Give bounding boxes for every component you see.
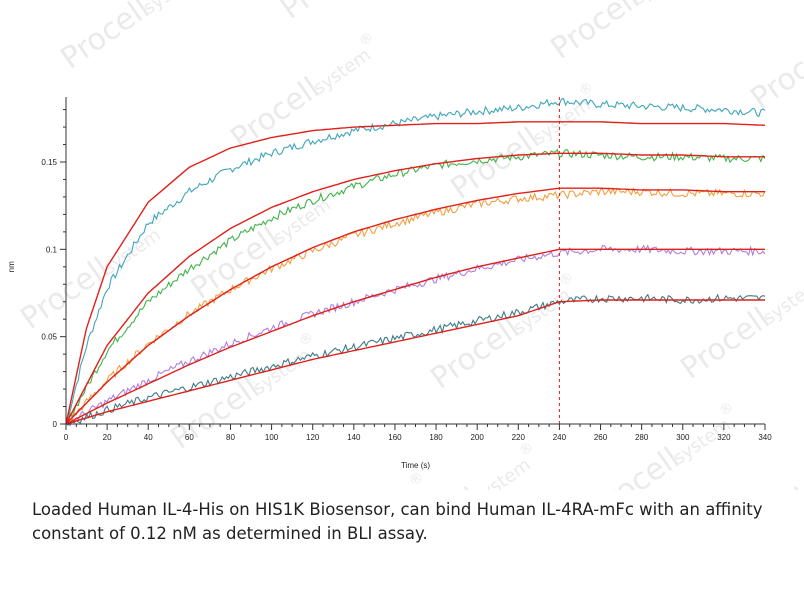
fit-curve-1 bbox=[65, 121, 766, 425]
x-tick-label: 300 bbox=[676, 433, 690, 442]
x-tick-label: 240 bbox=[553, 433, 567, 442]
watermark-brand: Procell bbox=[715, 481, 804, 490]
figure-caption: Loaded Human IL-4-His on HIS1K Biosensor… bbox=[32, 500, 763, 543]
bli-sensorgram-chart: Procellsystem®Procellsystem®Procellsyste… bbox=[7, 0, 804, 490]
x-tick-label: 20 bbox=[103, 433, 112, 442]
fit-curve-4 bbox=[65, 248, 765, 425]
x-tick-label: 80 bbox=[226, 433, 235, 442]
x-tick-label: 200 bbox=[470, 433, 484, 442]
x-tick-label: 160 bbox=[388, 433, 402, 442]
x-tick-label: 260 bbox=[594, 433, 608, 442]
watermark-brand: Procell bbox=[545, 0, 646, 67]
data-series-4 bbox=[65, 244, 766, 427]
watermark-sub: system bbox=[799, 455, 804, 490]
axes: 0 20 40 60 80 100 120 140 160 180 200 220 240 260 280 3… bbox=[7, 97, 772, 470]
watermark-sub: system bbox=[309, 45, 374, 100]
fit-curve-2 bbox=[65, 152, 765, 425]
x-tick-label: 140 bbox=[347, 433, 361, 442]
x-tick-label: 40 bbox=[144, 433, 153, 442]
plot-area bbox=[65, 97, 766, 427]
y-tick-label: 0 bbox=[53, 420, 58, 429]
x-tick-label: 60 bbox=[185, 433, 194, 442]
y-tick-label: 0.1 bbox=[46, 245, 58, 254]
x-axis-title: Time (s) bbox=[401, 461, 430, 470]
x-tick-label: 0 bbox=[64, 433, 69, 442]
data-series-3 bbox=[65, 186, 766, 424]
watermark-sub: system bbox=[139, 0, 204, 19]
watermark-brand: Procell bbox=[385, 481, 486, 490]
x-tick-label: 100 bbox=[265, 433, 279, 442]
watermark-sub: system bbox=[759, 275, 804, 330]
watermark-brand: Procell bbox=[275, 0, 376, 27]
x-tick-label: 320 bbox=[717, 433, 731, 442]
data-series-2 bbox=[65, 148, 766, 423]
watermark-sub: system bbox=[269, 195, 334, 250]
data-series-5 bbox=[65, 293, 766, 426]
fit-curve-5 bbox=[65, 299, 765, 425]
watermark-brand: Procell bbox=[585, 441, 686, 490]
y-tick-label: 0.05 bbox=[41, 333, 57, 342]
x-tick-label: 340 bbox=[758, 433, 772, 442]
x-tick-label: 180 bbox=[429, 433, 443, 442]
x-tick-label: 280 bbox=[635, 433, 649, 442]
watermark-brand: Procell bbox=[55, 0, 156, 77]
data-series-1 bbox=[65, 97, 766, 425]
x-tick-label: 120 bbox=[306, 433, 320, 442]
fit-curve-3 bbox=[65, 187, 765, 425]
x-tick-label: 220 bbox=[512, 433, 526, 442]
watermark-brand: Procell bbox=[745, 31, 804, 117]
y-axis-title: nm bbox=[7, 261, 16, 272]
y-tick-label: 0.15 bbox=[41, 158, 57, 167]
